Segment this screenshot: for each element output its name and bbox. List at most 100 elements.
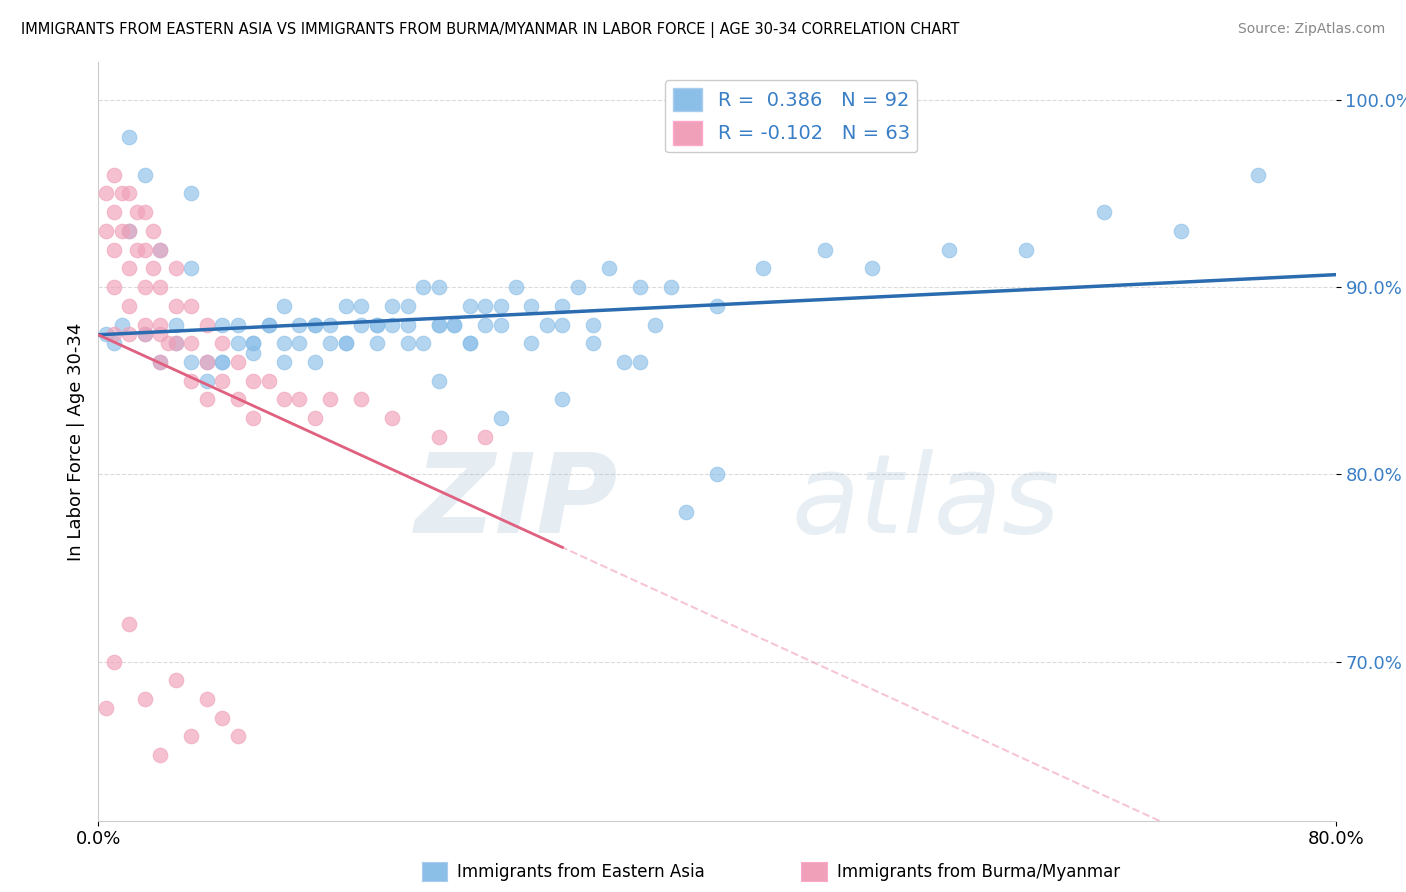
Point [489, 318, 512, 332]
Point [180, 186, 202, 201]
Point [273, 392, 295, 407]
Point [706, 467, 728, 482]
Point [96, 701, 118, 715]
Point [474, 299, 496, 313]
Point [165, 299, 187, 313]
Point [226, 318, 249, 332]
Point [1170, 224, 1192, 238]
Point [814, 243, 837, 257]
Point [242, 345, 264, 359]
Point [195, 355, 218, 369]
Text: Immigrants from Burma/Myanmar: Immigrants from Burma/Myanmar [837, 863, 1119, 881]
Point [381, 299, 404, 313]
Point [103, 326, 125, 341]
Point [211, 336, 233, 351]
Point [242, 374, 264, 388]
Point [458, 336, 481, 351]
Point [1092, 205, 1115, 219]
Point [118, 299, 141, 313]
Point [118, 224, 141, 238]
Point [134, 280, 156, 294]
Point [443, 318, 465, 332]
Point [288, 336, 311, 351]
Point [242, 411, 264, 425]
Point [103, 336, 125, 351]
Point [366, 318, 388, 332]
Legend: R =  0.386   N = 92, R = -0.102   N = 63: R = 0.386 N = 92, R = -0.102 N = 63 [665, 79, 918, 153]
Point [118, 326, 141, 341]
Point [628, 280, 651, 294]
Point [111, 318, 132, 332]
Point [938, 243, 960, 257]
Point [427, 374, 450, 388]
Point [257, 318, 280, 332]
Point [860, 261, 883, 276]
Text: IMMIGRANTS FROM EASTERN ASIA VS IMMIGRANTS FROM BURMA/MYANMAR IN LABOR FORCE | A: IMMIGRANTS FROM EASTERN ASIA VS IMMIGRAN… [21, 22, 959, 38]
Point [157, 336, 180, 351]
Point [1015, 243, 1038, 257]
Point [335, 299, 357, 313]
Point [381, 318, 404, 332]
Point [366, 318, 388, 332]
Point [165, 673, 187, 688]
Point [127, 243, 149, 257]
Point [180, 355, 202, 369]
Point [111, 186, 132, 201]
Point [134, 205, 156, 219]
Point [319, 318, 342, 332]
Point [134, 326, 156, 341]
Point [211, 318, 233, 332]
Point [520, 299, 543, 313]
Point [96, 224, 118, 238]
Point [134, 326, 156, 341]
Point [134, 168, 156, 182]
Point [118, 186, 141, 201]
Point [195, 392, 218, 407]
Point [582, 336, 605, 351]
Point [598, 261, 620, 276]
Point [350, 318, 373, 332]
Point [127, 205, 149, 219]
Text: Immigrants from Eastern Asia: Immigrants from Eastern Asia [457, 863, 704, 881]
Point [396, 318, 419, 332]
Point [165, 336, 187, 351]
Point [505, 280, 527, 294]
Point [96, 186, 118, 201]
Text: Source: ZipAtlas.com: Source: ZipAtlas.com [1237, 22, 1385, 37]
Point [118, 224, 141, 238]
Point [644, 318, 666, 332]
Point [103, 243, 125, 257]
Point [1247, 168, 1270, 182]
Point [165, 261, 187, 276]
Point [134, 243, 156, 257]
Point [319, 336, 342, 351]
Point [412, 336, 434, 351]
Point [304, 355, 326, 369]
Point [350, 299, 373, 313]
Y-axis label: In Labor Force | Age 30-34: In Labor Force | Age 30-34 [66, 322, 84, 561]
Point [149, 318, 172, 332]
Point [273, 299, 295, 313]
Point [458, 299, 481, 313]
Point [149, 280, 172, 294]
Point [427, 430, 450, 444]
Point [582, 318, 605, 332]
Point [474, 430, 496, 444]
Point [165, 318, 187, 332]
Point [288, 392, 311, 407]
Point [443, 318, 465, 332]
Point [659, 280, 682, 294]
Point [96, 326, 118, 341]
Point [195, 374, 218, 388]
Point [211, 711, 233, 725]
Point [396, 299, 419, 313]
Point [458, 336, 481, 351]
Point [427, 280, 450, 294]
Point [551, 392, 574, 407]
Point [226, 355, 249, 369]
Point [366, 336, 388, 351]
Point [226, 392, 249, 407]
Point [195, 318, 218, 332]
Point [103, 205, 125, 219]
Point [427, 318, 450, 332]
